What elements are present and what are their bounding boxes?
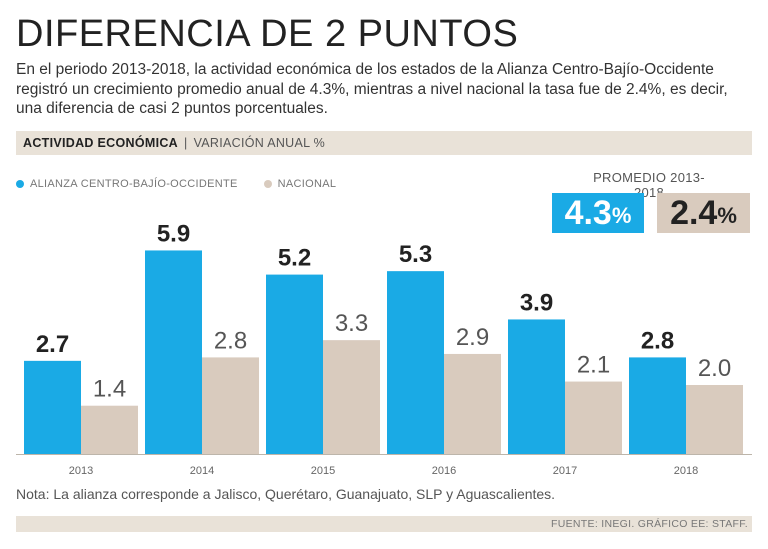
- data-label-national-2018: 2.0: [698, 355, 731, 382]
- legend-swatch-national: [263, 180, 272, 188]
- bar-alliance-2013: [24, 360, 81, 454]
- source-bar: FUENTE: INEGI. GRÁFICO EE: STAFF.: [16, 516, 752, 532]
- data-label-national-2017: 2.1: [577, 352, 610, 379]
- data-label-national-2015: 3.3: [335, 310, 368, 337]
- bar-national-2016: [444, 353, 501, 454]
- source-text: FUENTE: INEGI. GRÁFICO EE: STAFF.: [551, 518, 748, 530]
- data-label-alliance-2018: 2.8: [641, 327, 674, 354]
- average-national-value: 2.4: [670, 194, 718, 232]
- section-subtitle: VARIACIÓN ANUAL %: [193, 136, 326, 150]
- data-label-national-2016: 2.9: [456, 324, 489, 351]
- average-alliance-box: 4.3%: [552, 193, 644, 233]
- average-national-box: 2.4%: [657, 193, 750, 233]
- bar-alliance-2016: [387, 271, 444, 454]
- x-tick-label-2017: 2017: [553, 465, 577, 477]
- chart-legend: ALIANZA CENTRO-BAJÍO-OCCIDENTE NACIONAL: [16, 178, 362, 190]
- bar-national-2014: [202, 357, 259, 454]
- average-national-percent: %: [717, 203, 737, 228]
- section-header-bar: ACTIVIDAD ECONÓMICA | VARIACIÓN ANUAL %: [16, 131, 752, 155]
- data-label-alliance-2013: 2.7: [36, 331, 69, 358]
- x-tick-label-2018: 2018: [674, 465, 698, 477]
- data-label-alliance-2017: 3.9: [520, 289, 553, 316]
- legend-item-national: NACIONAL: [263, 178, 337, 190]
- data-label-alliance-2014: 5.9: [157, 220, 190, 247]
- x-tick-label-2014: 2014: [190, 465, 214, 477]
- bar-alliance-2014: [145, 250, 202, 454]
- section-separator: |: [184, 136, 188, 150]
- section-title: ACTIVIDAD ECONÓMICA: [23, 136, 179, 150]
- x-tick-label-2016: 2016: [432, 465, 456, 477]
- bar-national-2015: [323, 340, 380, 454]
- data-label-national-2013: 1.4: [93, 376, 126, 403]
- data-label-alliance-2015: 5.2: [278, 245, 311, 272]
- bar-alliance-2017: [508, 319, 565, 454]
- data-label-national-2014: 2.8: [214, 327, 247, 354]
- x-tick-label-2015: 2015: [311, 465, 335, 477]
- data-label-alliance-2016: 5.3: [399, 241, 432, 268]
- average-alliance-percent: %: [611, 203, 632, 228]
- bar-national-2013: [81, 405, 138, 454]
- x-tick-label-2013: 2013: [69, 465, 93, 477]
- bar-national-2018: [686, 385, 743, 454]
- footnote: Nota: La alianza corresponde a Jalisco, …: [16, 486, 556, 502]
- legend-swatch-alliance: [16, 180, 24, 188]
- bar-national-2017: [565, 381, 622, 454]
- legend-item-alliance: ALIANZA CENTRO-BAJÍO-OCCIDENTE: [16, 178, 238, 190]
- chart-description: En el periodo 2013-2018, la actividad ec…: [16, 61, 728, 117]
- bar-alliance-2015: [266, 274, 323, 454]
- average-alliance-value: 4.3: [564, 194, 612, 232]
- chart-title: DIFERENCIA DE 2 PUNTOS: [16, 13, 519, 55]
- legend-label-alliance: ALIANZA CENTRO-BAJÍO-OCCIDENTE: [30, 178, 238, 190]
- bar-alliance-2018: [629, 357, 686, 454]
- legend-label-national: NACIONAL: [277, 178, 337, 190]
